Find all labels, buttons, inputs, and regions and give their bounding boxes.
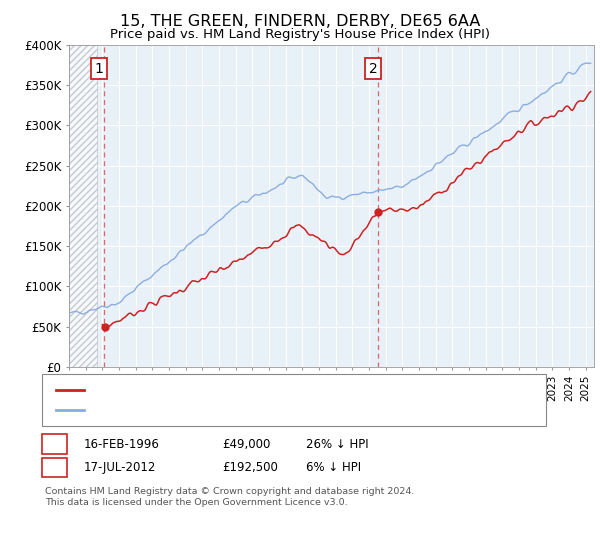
Text: 6% ↓ HPI: 6% ↓ HPI — [306, 461, 361, 474]
Text: 15, THE GREEN, FINDERN, DERBY, DE65 6AA: 15, THE GREEN, FINDERN, DERBY, DE65 6AA — [120, 14, 480, 29]
Text: £49,000: £49,000 — [222, 437, 271, 451]
Text: Contains HM Land Registry data © Crown copyright and database right 2024.
This d: Contains HM Land Registry data © Crown c… — [45, 487, 415, 507]
Text: 1: 1 — [95, 62, 104, 76]
Text: Price paid vs. HM Land Registry's House Price Index (HPI): Price paid vs. HM Land Registry's House … — [110, 28, 490, 41]
Text: 2: 2 — [50, 461, 59, 474]
Text: HPI: Average price, detached house, South Derbyshire: HPI: Average price, detached house, Sout… — [88, 405, 385, 415]
Text: 2: 2 — [368, 62, 377, 76]
Bar — [69, 45, 97, 367]
Text: 15, THE GREEN, FINDERN, DERBY, DE65 6AA (detached house): 15, THE GREEN, FINDERN, DERBY, DE65 6AA … — [88, 385, 433, 395]
Text: 17-JUL-2012: 17-JUL-2012 — [84, 461, 157, 474]
Text: 26% ↓ HPI: 26% ↓ HPI — [306, 437, 368, 451]
Text: 1: 1 — [50, 437, 59, 451]
Text: £192,500: £192,500 — [222, 461, 278, 474]
Text: 16-FEB-1996: 16-FEB-1996 — [84, 437, 160, 451]
